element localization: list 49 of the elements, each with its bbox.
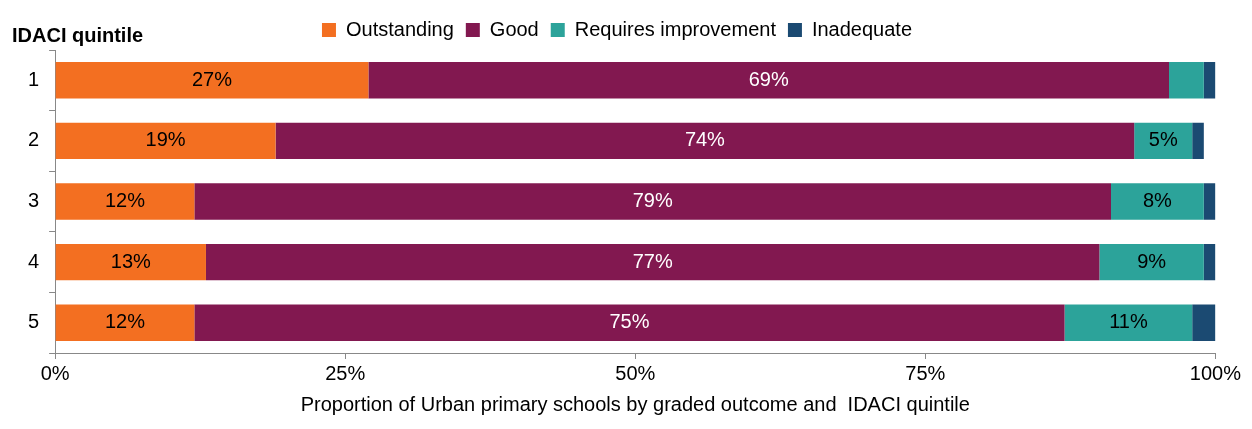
x-tick-label: 75% xyxy=(905,361,946,384)
y-tick-label: 4 xyxy=(28,249,40,272)
data-label: 8% xyxy=(1142,189,1173,212)
y-tick-label: 1 xyxy=(28,67,40,90)
x-tick-label: 0% xyxy=(40,361,70,384)
bar xyxy=(55,243,206,281)
data-label: 5% xyxy=(1148,128,1178,151)
bar xyxy=(55,62,369,99)
legend-label: Inadequate xyxy=(811,17,913,40)
bar xyxy=(1099,243,1204,281)
y-tick-label: 3 xyxy=(28,189,40,212)
bar xyxy=(55,122,276,160)
bar xyxy=(1169,62,1204,99)
y-axis-title: IDACI quintile xyxy=(12,23,144,46)
x-tick-label: 25% xyxy=(325,361,366,384)
legend-label: Good xyxy=(489,17,539,40)
data-label: 69% xyxy=(748,67,789,90)
x-axis-title: Proportion of Urban primary schools by graded outcome and IDACI quintile xyxy=(300,392,970,415)
data-label: 74% xyxy=(684,128,726,151)
data-label: 12% xyxy=(104,310,146,333)
bar xyxy=(55,304,195,341)
x-tick-label: 100% xyxy=(1189,361,1242,384)
bar xyxy=(205,243,1100,281)
bar xyxy=(1192,122,1204,160)
y-tick-label: 2 xyxy=(28,128,40,151)
data-label: 11% xyxy=(1109,310,1148,333)
bar xyxy=(1203,183,1216,220)
data-label: 77% xyxy=(632,249,673,272)
data-label: 12% xyxy=(104,189,146,212)
bar xyxy=(1192,304,1216,341)
data-label: 9% xyxy=(1137,249,1167,272)
data-label: 13% xyxy=(110,249,152,272)
bar xyxy=(368,62,1170,99)
data-label: 19% xyxy=(145,128,186,151)
bar xyxy=(1203,62,1216,99)
x-tick-label: 50% xyxy=(615,361,656,384)
data-label: 27% xyxy=(192,67,233,90)
bar xyxy=(1111,183,1204,220)
bar xyxy=(275,122,1135,160)
y-tick-label: 5 xyxy=(28,310,40,333)
legend-label: Requires improvement xyxy=(574,17,777,40)
bar xyxy=(1064,304,1193,341)
legend-label: Outstanding xyxy=(345,17,454,40)
data-label: 79% xyxy=(632,189,673,212)
bar xyxy=(194,304,1065,341)
bar xyxy=(1203,243,1216,281)
bar xyxy=(194,183,1111,220)
bar xyxy=(55,183,195,220)
data-label: 75% xyxy=(609,310,650,333)
